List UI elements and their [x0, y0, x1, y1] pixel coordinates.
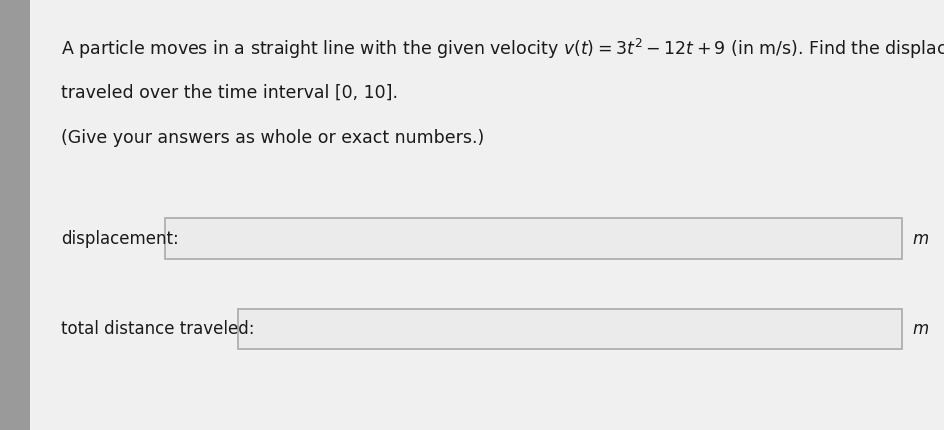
Text: (Give your answers as whole or exact numbers.): (Give your answers as whole or exact num… — [61, 129, 484, 147]
Text: A particle moves in a straight line with the given velocity $v(t) = 3t^2 - 12t +: A particle moves in a straight line with… — [61, 37, 944, 61]
Bar — [165, 218, 902, 259]
Text: traveled over the time interval [0, 10].: traveled over the time interval [0, 10]. — [61, 84, 398, 102]
Text: m: m — [911, 320, 927, 338]
Bar — [238, 309, 902, 349]
Text: total distance traveled:: total distance traveled: — [61, 320, 255, 338]
Bar — [0, 0, 30, 430]
Text: displacement:: displacement: — [61, 230, 179, 248]
Text: m: m — [911, 230, 927, 248]
